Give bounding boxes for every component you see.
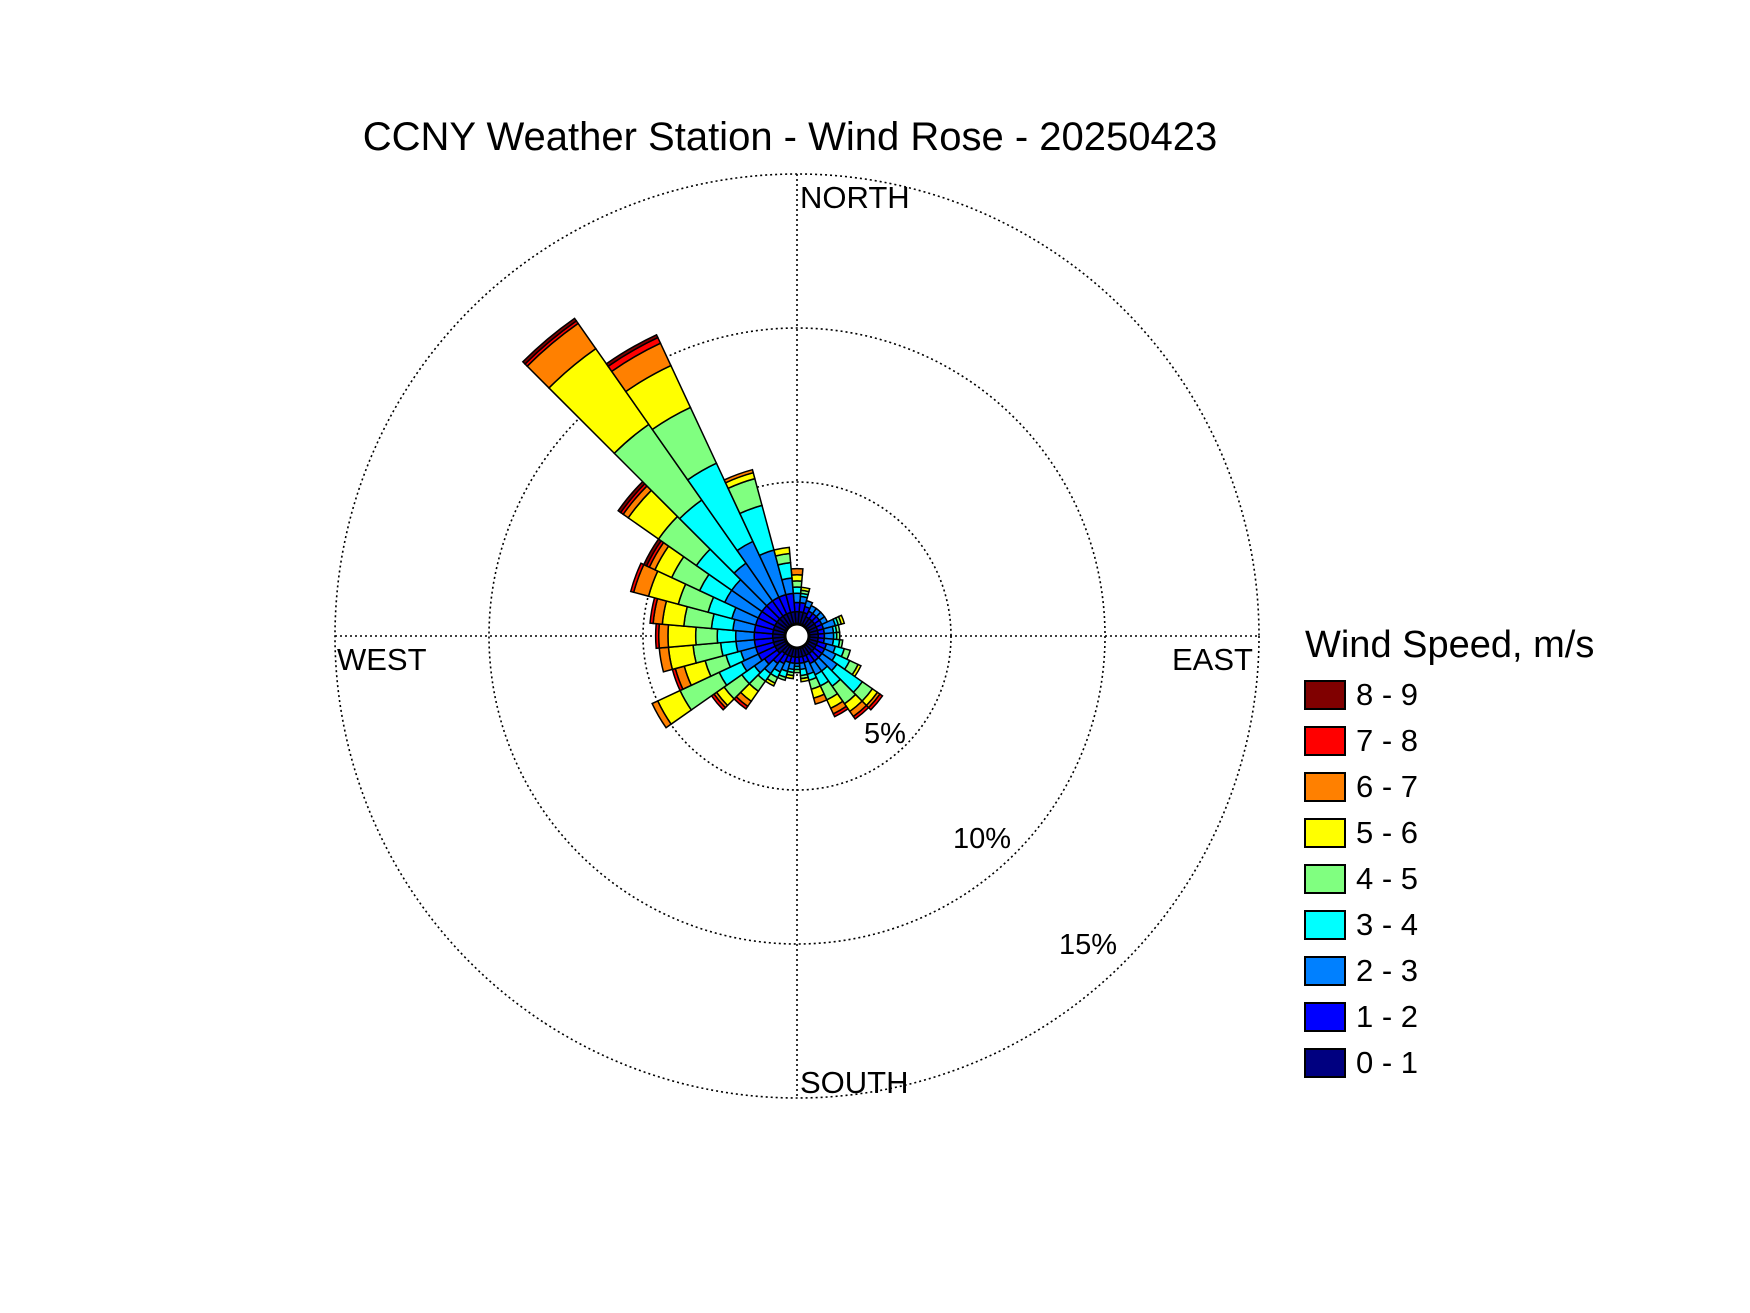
legend-swatch bbox=[1304, 910, 1346, 940]
chart-title: CCNY Weather Station - Wind Rose - 20250… bbox=[363, 115, 1218, 159]
legend-label: 1 - 2 bbox=[1356, 999, 1418, 1034]
legend-swatch bbox=[1304, 818, 1346, 848]
legend-items: 8 - 9 7 - 8 6 - 7 5 - 6 4 - 5 3 - 4 2 - 3 1 - 2… bbox=[1304, 677, 1418, 1080]
legend-label: 2 - 3 bbox=[1356, 953, 1418, 988]
petal-segment-0deg-bin-3 bbox=[791, 586, 803, 595]
petal-segment-240deg-bin-6 bbox=[651, 699, 673, 729]
petal-segment-320deg-bin-8 bbox=[521, 317, 578, 366]
petal-segment-270deg-bin-4 bbox=[694, 626, 719, 646]
legend-item: 3 - 4 bbox=[1304, 907, 1418, 942]
petal-segment-290deg-bin-7 bbox=[629, 562, 645, 594]
legend-swatch bbox=[1304, 772, 1346, 802]
petal-segment-0deg-bin-4 bbox=[791, 580, 803, 589]
legend-swatch bbox=[1304, 1048, 1346, 1078]
west-label: WEST bbox=[337, 642, 427, 677]
petal-layer bbox=[521, 317, 884, 729]
petal-segment-330deg-bin-8 bbox=[605, 333, 659, 368]
legend-swatch bbox=[1304, 956, 1346, 986]
legend-label: 5 - 6 bbox=[1356, 815, 1418, 850]
radial-tick-label: 10% bbox=[953, 823, 1011, 855]
legend-label: 0 - 1 bbox=[1356, 1045, 1418, 1080]
petal-segment-80deg-bin-4 bbox=[834, 624, 841, 634]
legend-label: 7 - 8 bbox=[1356, 723, 1418, 758]
legend-swatch bbox=[1304, 726, 1346, 756]
legend-swatch bbox=[1304, 1002, 1346, 1032]
legend-swatch bbox=[1304, 864, 1346, 894]
legend-label: 3 - 4 bbox=[1356, 907, 1418, 942]
legend-item: 8 - 9 bbox=[1304, 677, 1418, 712]
petal-segment-90deg-bin-4 bbox=[835, 631, 841, 641]
petal-segment-350deg-bin-5 bbox=[773, 546, 791, 557]
petal-segment-270deg-bin-5 bbox=[667, 623, 697, 649]
petal-segment-270deg-bin-7 bbox=[654, 622, 661, 650]
petal-segment-160deg-bin-6 bbox=[812, 693, 828, 706]
legend: Wind Speed, m/s 8 - 9 7 - 8 6 - 7 5 - 6 4 - … bbox=[1304, 624, 1594, 1080]
petal-segment-270deg-bin-6 bbox=[657, 623, 670, 649]
petal-segment-10deg-bin-5 bbox=[800, 586, 811, 593]
legend-swatch bbox=[1304, 680, 1346, 710]
petal-segment-0deg-bin-6 bbox=[790, 567, 804, 576]
petal-segment-140deg-bin-7 bbox=[852, 704, 870, 721]
north-label: NORTH bbox=[800, 180, 910, 215]
radial-tick-label: 15% bbox=[1059, 929, 1117, 961]
legend-item: 6 - 7 bbox=[1304, 769, 1418, 804]
radial-tick-label: 5% bbox=[864, 718, 906, 750]
legend-label: 6 - 7 bbox=[1356, 769, 1418, 804]
petal-segment-150deg-bin-7 bbox=[832, 705, 850, 718]
petal-segment-130deg-bin-7 bbox=[867, 693, 884, 711]
legend-item: 7 - 8 bbox=[1304, 723, 1418, 758]
legend-item: 1 - 2 bbox=[1304, 999, 1418, 1034]
legend-title: Wind Speed, m/s bbox=[1305, 624, 1594, 666]
legend-label: 8 - 9 bbox=[1356, 677, 1418, 712]
legend-item: 4 - 5 bbox=[1304, 861, 1418, 896]
legend-item: 2 - 3 bbox=[1304, 953, 1418, 988]
legend-item: 5 - 6 bbox=[1304, 815, 1418, 850]
east-label: EAST bbox=[1172, 642, 1253, 677]
petal-segment-0deg-bin-5 bbox=[790, 573, 804, 582]
petal-segment-170deg-bin-5 bbox=[799, 676, 810, 683]
legend-label: 4 - 5 bbox=[1356, 861, 1418, 896]
center-hole bbox=[783, 622, 811, 650]
legend-item: 0 - 1 bbox=[1304, 1045, 1418, 1080]
south-label: SOUTH bbox=[800, 1065, 909, 1100]
petal-segment-340deg-bin-6 bbox=[723, 468, 755, 484]
petal-segment-70deg-bin-5 bbox=[837, 614, 846, 626]
